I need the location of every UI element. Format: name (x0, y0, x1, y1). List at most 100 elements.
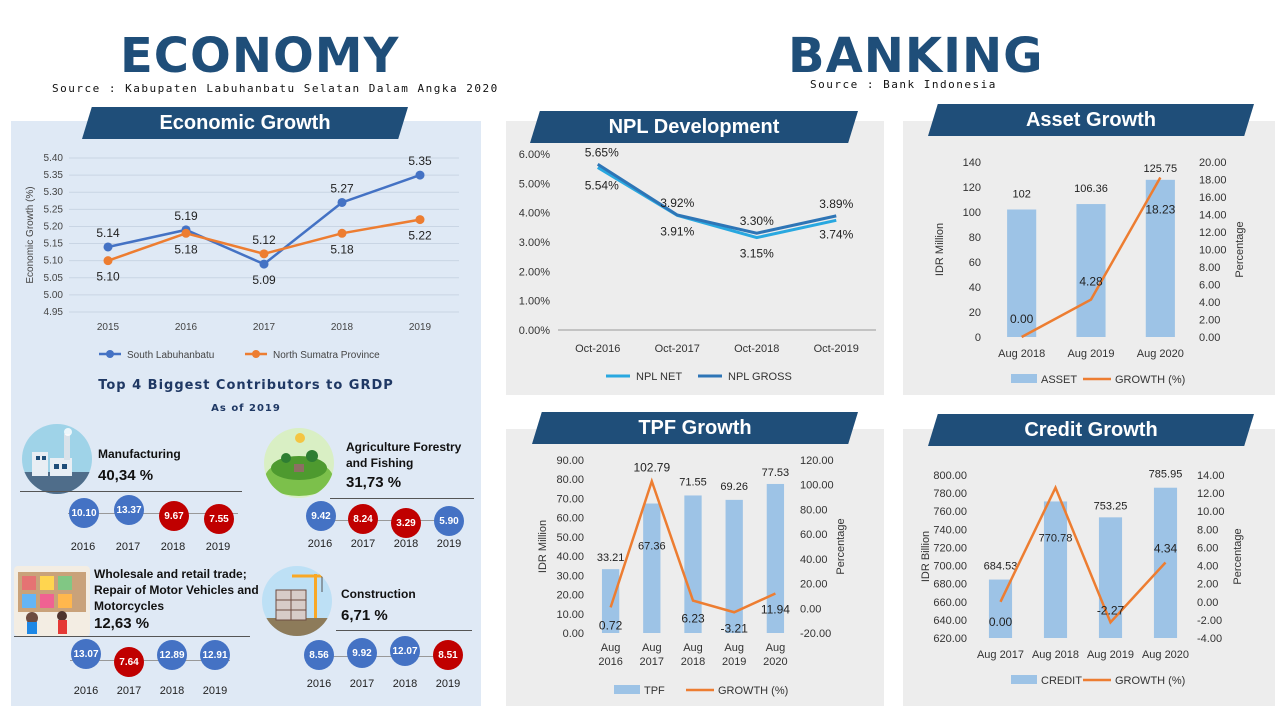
bar-value-label: 67.36 (638, 541, 666, 553)
year-label: 2017 (350, 538, 376, 550)
contributor-pct: 31,73 % (346, 474, 402, 491)
data-point (337, 197, 347, 207)
y-tick-label: 720.00 (933, 542, 967, 554)
x-tick-label: Aug 2020 (1137, 348, 1184, 360)
x-tick-label: Aug 2018 (998, 348, 1045, 360)
contributor-value-dot: 9.92 (347, 638, 377, 668)
y-tick-label: 1.00% (519, 296, 550, 308)
construction-icon (262, 566, 332, 636)
x-tick-label: Aug 2017 (977, 649, 1024, 661)
y-tick-label: 80 (969, 232, 981, 244)
x-tick-label: 2017 (253, 322, 276, 333)
y-tick-label: 60 (969, 257, 981, 269)
x-tick-label: Oct-2016 (575, 343, 620, 355)
year-label: 2019 (205, 541, 231, 553)
year-label: 2018 (159, 685, 185, 697)
bar-value-label: 102 (1012, 189, 1030, 201)
y-tick-label: 20 (969, 307, 981, 319)
data-label: 3.15% (740, 247, 774, 261)
y2-tick-label: 40.00 (800, 554, 828, 566)
divider (336, 630, 472, 631)
y2-tick-label: 10.00 (1199, 245, 1227, 257)
contributor-value-dot: 7.64 (114, 647, 144, 677)
growth-value-label: 6.23 (681, 612, 705, 626)
year-label: 2016 (70, 541, 96, 553)
y-tick-label: 5.20 (44, 221, 64, 232)
x-tick-label: Aug 2018 (1032, 649, 1079, 661)
growth-value-label: 4.28 (1079, 275, 1103, 289)
y-tick-label: 90.00 (556, 455, 584, 467)
y2-tick-label: 60.00 (800, 529, 828, 541)
data-label: 5.65% (585, 145, 619, 159)
data-label: 5.27 (330, 181, 354, 195)
y-tick-label: 100 (963, 207, 981, 219)
data-label: 5.19 (174, 209, 198, 223)
y-tick-label: 0.00 (563, 628, 584, 640)
bar-value-label: 684.53 (984, 561, 1018, 573)
contributor-name: Wholesale and retail trade; Repair of Mo… (94, 567, 259, 613)
y2-tick-label: 8.00 (1199, 262, 1220, 274)
data-label: 3.30% (740, 214, 774, 228)
legend-swatch (1011, 374, 1037, 383)
data-point (337, 228, 347, 238)
x-tick-label: 2019 (722, 656, 746, 668)
y-tick-label: 5.15 (44, 239, 64, 250)
npl-panel (506, 121, 884, 395)
contributor-name: Manufacturing (98, 447, 181, 461)
x-tick-label: 2017 (640, 656, 664, 668)
data-label: 5.54% (585, 178, 619, 192)
legend-label: North Sumatra Province (273, 350, 380, 361)
y2-tick-label: 8.00 (1197, 524, 1218, 536)
x-tick-label: Aug (683, 642, 703, 654)
y-tick-label: 620.00 (933, 633, 967, 645)
bar (1007, 209, 1037, 337)
data-label: 5.18 (330, 242, 354, 256)
bar-value-label: 33.21 (597, 552, 625, 564)
contributors-title: Top 4 Biggest Contributors to GRDP (98, 378, 394, 393)
bar (725, 499, 743, 633)
divider (20, 491, 242, 492)
contributor-value-dot: 13.37 (114, 495, 144, 525)
data-label: 5.18 (174, 242, 198, 256)
economic-growth-chart: 5.40 5.35 5.30 5.25 5.20 5.15 5.10 5.05 5.00 4.95… (25, 153, 459, 361)
year-label: 2017 (349, 678, 375, 690)
growth-value-label: 4.34 (1154, 541, 1178, 555)
y2-tick-label: 18.00 (1199, 175, 1227, 187)
divider (330, 498, 474, 499)
y-tick-label: 780.00 (933, 488, 967, 500)
y2-tick-label: 12.00 (1199, 227, 1227, 239)
legend-label: GROWTH (%) (1115, 374, 1185, 386)
year-label: 2019 (202, 685, 228, 697)
year-label: 2018 (393, 538, 419, 550)
x-tick-label: Aug (601, 642, 621, 654)
factory-icon (22, 424, 92, 494)
y-axis-label: IDR Million (537, 520, 549, 573)
contributor-name: Agriculture Forestry and Fishing (346, 440, 462, 470)
legend-marker (252, 350, 260, 358)
y-tick-label: 40 (969, 282, 981, 294)
data-point (259, 249, 269, 259)
y2-tick-label: 0.00 (1197, 597, 1218, 609)
year-label: 2018 (160, 541, 186, 553)
y2-tick-label: 2.00 (1199, 315, 1220, 327)
data-label: 5.09 (252, 273, 276, 287)
y2-tick-label: 20.00 (800, 579, 828, 591)
growth-value-label: 11.94 (761, 603, 790, 617)
x-tick-label: Oct-2019 (814, 343, 859, 355)
data-label: 5.22 (408, 229, 432, 243)
contributors-subtitle: As of 2019 (211, 403, 281, 414)
year-label: 2019 (435, 678, 461, 690)
growth-value-label: 18.23 (1145, 202, 1175, 216)
npl-banner: NPL Development (530, 111, 858, 143)
contributor-value-dot: 8.51 (433, 640, 463, 670)
x-tick-label: Oct-2018 (734, 343, 779, 355)
year-label: 2017 (115, 541, 141, 553)
bar-value-label: 71.55 (679, 476, 707, 488)
y-tick-label: 800.00 (933, 470, 967, 482)
growth-value-label: 0.00 (989, 615, 1013, 629)
bar-value-label: 77.53 (762, 467, 790, 479)
economic-growth-banner: Economic Growth (82, 107, 408, 139)
x-tick-label: Aug (642, 642, 662, 654)
legend-swatch (614, 685, 640, 694)
contributor-value-dot: 10.10 (69, 498, 99, 528)
